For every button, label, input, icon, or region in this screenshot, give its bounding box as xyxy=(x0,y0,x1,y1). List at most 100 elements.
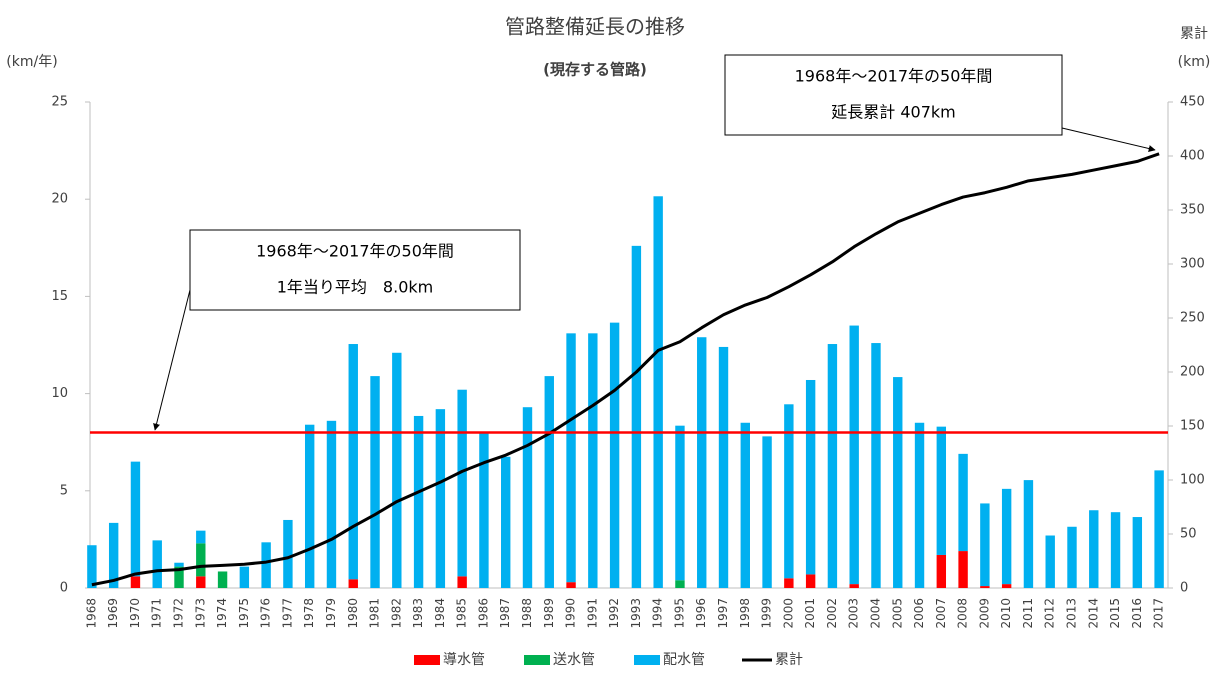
bar xyxy=(544,376,554,588)
x-tick-label: 1992 xyxy=(607,598,621,629)
bar xyxy=(479,432,489,588)
x-tick-label: 2008 xyxy=(956,598,970,629)
x-tick-label: 2012 xyxy=(1043,598,1057,629)
legend-swatch xyxy=(414,655,440,665)
x-tick-label: 2001 xyxy=(803,598,817,629)
annotation: 1968年～2017年の50年間 xyxy=(795,67,993,86)
y2-tick-label: 200 xyxy=(1180,365,1205,380)
bar xyxy=(283,519,293,588)
bar xyxy=(108,522,119,588)
callout-box xyxy=(724,54,1063,136)
bar xyxy=(1110,512,1121,588)
bar xyxy=(805,574,816,588)
bar xyxy=(348,579,358,588)
bar xyxy=(370,376,380,588)
bar xyxy=(1067,526,1077,588)
y-axis-label: (km/年) xyxy=(6,54,57,70)
y-tick-label: 5 xyxy=(60,483,68,498)
bar xyxy=(653,196,663,588)
bar xyxy=(958,453,968,552)
x-tick-label: 1988 xyxy=(520,598,534,629)
legend-swatch xyxy=(634,655,660,665)
x-tick-label: 2011 xyxy=(1021,598,1035,629)
legend-label: 送水管 xyxy=(553,652,595,668)
y2-tick-label: 50 xyxy=(1180,527,1197,542)
y2-tick-label: 450 xyxy=(1180,95,1205,110)
bar xyxy=(609,322,620,588)
x-tick-label: 2010 xyxy=(999,598,1013,629)
annotation: 1年当り平均 8.0km xyxy=(277,278,433,297)
bar xyxy=(849,584,859,588)
callout-arrow xyxy=(153,289,191,431)
x-tick-label: 2007 xyxy=(934,598,948,629)
bar xyxy=(435,409,446,588)
x-tick-label: 1977 xyxy=(280,598,294,629)
y2-tick-label: 300 xyxy=(1180,257,1205,272)
x-tick-label: 2004 xyxy=(868,598,882,629)
x-tick-label: 1998 xyxy=(738,598,752,629)
y-tick-label: 0 xyxy=(60,581,68,596)
x-tick-label: 1980 xyxy=(346,598,360,629)
y-tick-label: 25 xyxy=(51,95,68,110)
bar xyxy=(196,543,206,577)
bar xyxy=(827,344,838,588)
x-tick-label: 1994 xyxy=(651,598,665,629)
bar xyxy=(631,245,642,588)
chart-subtitle: (現存する管路) xyxy=(543,61,647,79)
bar xyxy=(936,554,947,588)
bar xyxy=(914,422,925,588)
x-tick-label: 1968 xyxy=(84,598,98,629)
chart-title: 管路整備延長の推移 xyxy=(505,15,685,39)
y-tick-label: 15 xyxy=(51,289,68,304)
bar xyxy=(740,422,750,588)
bar xyxy=(304,424,315,588)
bar xyxy=(718,346,729,588)
bar xyxy=(1045,535,1055,588)
x-tick-label: 1971 xyxy=(150,598,164,629)
y2-tick-label: 400 xyxy=(1180,149,1205,164)
bar xyxy=(174,566,184,588)
x-tick-label: 1986 xyxy=(476,598,490,629)
x-tick-label: 2002 xyxy=(825,598,839,629)
bar xyxy=(958,551,968,588)
x-tick-label: 1996 xyxy=(694,598,708,629)
x-tick-label: 2013 xyxy=(1064,598,1078,629)
bar xyxy=(87,545,97,588)
bar xyxy=(522,407,533,588)
x-tick-label: 1979 xyxy=(324,598,338,629)
x-tick-label: 2015 xyxy=(1108,598,1122,629)
bar xyxy=(239,566,250,588)
x-tick-label: 1991 xyxy=(585,598,599,629)
x-tick-label: 1983 xyxy=(411,598,425,629)
bar xyxy=(762,436,772,588)
bar xyxy=(130,461,141,577)
y2-tick-label: 100 xyxy=(1180,473,1205,488)
bar xyxy=(457,389,467,577)
y-tick-label: 20 xyxy=(51,192,68,207)
bar xyxy=(588,333,598,588)
bar xyxy=(849,325,859,585)
bar xyxy=(1132,517,1143,588)
x-tick-label: 2009 xyxy=(977,598,991,629)
callout-arrow xyxy=(1061,127,1156,152)
legend-label: 導水管 xyxy=(443,652,485,668)
x-tick-label: 1969 xyxy=(106,598,120,629)
y2-axis-label: (km) xyxy=(1178,54,1211,70)
bar xyxy=(457,576,467,588)
bar xyxy=(261,542,271,588)
bar xyxy=(392,352,402,588)
bar xyxy=(871,343,881,588)
y2-tick-label: 150 xyxy=(1180,419,1205,434)
x-tick-label: 1973 xyxy=(193,598,207,629)
bar xyxy=(326,420,337,588)
x-tick-label: 2014 xyxy=(1086,598,1100,629)
bar xyxy=(217,571,228,588)
x-tick-label: 2005 xyxy=(890,598,904,629)
x-tick-label: 1987 xyxy=(498,598,512,629)
bar xyxy=(893,377,903,588)
bar xyxy=(130,576,141,588)
bar xyxy=(784,578,794,588)
bar xyxy=(1001,584,1012,588)
callout-box xyxy=(189,229,521,311)
